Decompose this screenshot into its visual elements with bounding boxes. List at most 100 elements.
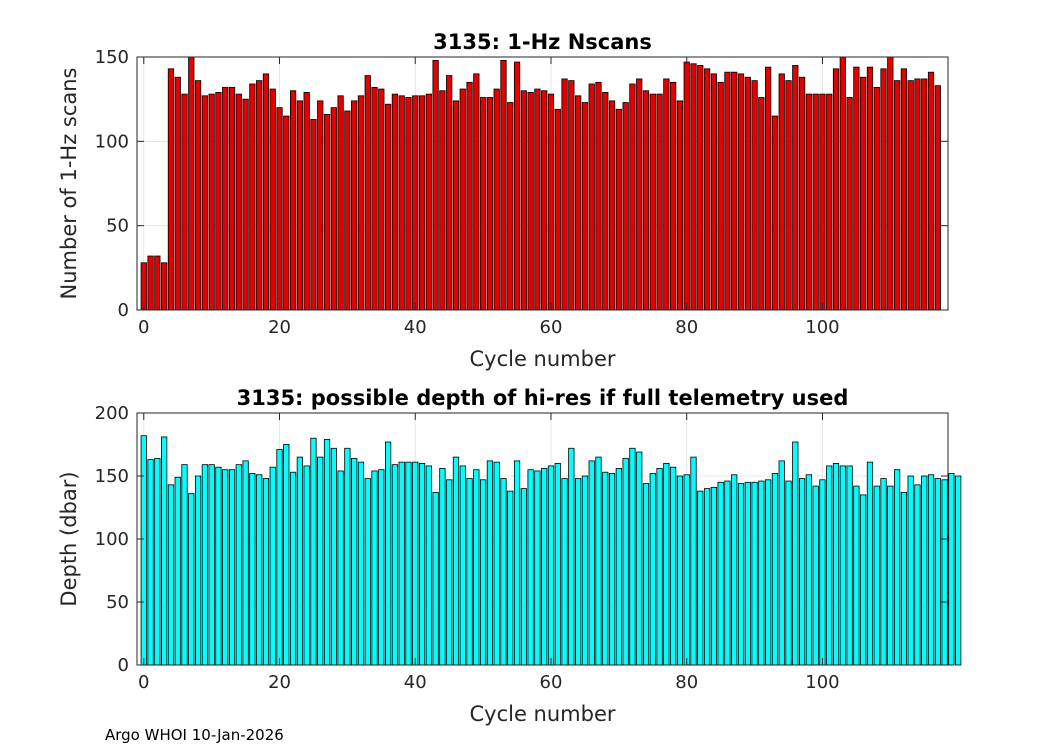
- bar: [140, 262, 147, 311]
- bar: [826, 465, 833, 666]
- bar: [758, 97, 765, 311]
- bar: [832, 68, 840, 311]
- y-axis-label: Depth (dbar): [57, 471, 81, 606]
- bar: [147, 459, 154, 666]
- bar: [289, 90, 297, 311]
- bar: [839, 465, 846, 666]
- bar: [622, 457, 629, 666]
- bar: [595, 456, 602, 666]
- bar: [900, 68, 908, 311]
- bar: [656, 93, 663, 311]
- bar: [337, 470, 344, 666]
- bar: [228, 86, 236, 311]
- bar: [656, 468, 663, 666]
- x-tick-label: 80: [675, 317, 698, 338]
- bar: [418, 95, 426, 311]
- bar: [703, 488, 711, 666]
- bar: [466, 478, 473, 666]
- bar: [921, 78, 928, 311]
- bar: [724, 480, 731, 666]
- bar: [188, 493, 195, 666]
- bar: [636, 78, 643, 311]
- bar: [337, 95, 344, 311]
- bar: [486, 97, 494, 311]
- bar: [520, 488, 527, 666]
- bar: [765, 479, 772, 666]
- bar: [351, 457, 358, 666]
- bar: [914, 78, 921, 311]
- y-tick-label: 0: [118, 300, 129, 321]
- bar: [615, 468, 622, 666]
- bar: [608, 473, 616, 666]
- bar: [697, 490, 704, 666]
- bar: [676, 475, 684, 666]
- bar: [249, 473, 256, 666]
- bar: [425, 465, 432, 666]
- bar: [561, 478, 568, 666]
- y-tick-label: 150: [95, 47, 129, 68]
- bar: [310, 119, 317, 311]
- bar: [181, 93, 188, 311]
- x-tick-label: 60: [540, 672, 563, 693]
- bar: [303, 465, 310, 666]
- bar: [276, 449, 283, 666]
- bar: [636, 451, 643, 666]
- bar: [269, 466, 276, 666]
- bar: [452, 456, 460, 666]
- x-tick-label: 80: [675, 672, 698, 693]
- bar: [622, 102, 629, 311]
- bar: [710, 486, 717, 666]
- bar: [602, 471, 609, 666]
- bar: [242, 98, 249, 311]
- x-tick-label: 40: [404, 317, 427, 338]
- bar: [188, 56, 195, 311]
- bar: [534, 88, 541, 311]
- bar: [866, 66, 874, 311]
- x-tick-label: 60: [540, 317, 563, 338]
- bar: [805, 474, 812, 666]
- bar: [717, 481, 724, 666]
- bar: [629, 83, 636, 311]
- bar: [364, 478, 371, 666]
- bar: [663, 78, 670, 311]
- bar: [554, 462, 561, 666]
- bar: [384, 441, 392, 666]
- bar: [432, 491, 439, 666]
- bar: [608, 100, 616, 311]
- bar: [384, 103, 392, 311]
- bar: [520, 90, 527, 311]
- x-tick-label: 20: [268, 672, 291, 693]
- bar: [710, 73, 717, 311]
- bar: [174, 76, 181, 311]
- bar: [466, 81, 473, 311]
- bar: [893, 469, 901, 666]
- bar: [215, 466, 222, 666]
- x-tick-label: 100: [805, 672, 839, 693]
- bar: [364, 75, 371, 311]
- x-tick-label: 0: [138, 672, 149, 693]
- bar: [771, 115, 779, 311]
- bar: [174, 476, 181, 666]
- bar: [798, 478, 806, 666]
- bar: [744, 481, 751, 666]
- bar: [642, 90, 650, 311]
- footer-label: Argo WHOI 10-Jan-2026: [105, 726, 284, 744]
- bar: [500, 478, 507, 666]
- chart-title: 3135: possible depth of hi-res if full t…: [237, 386, 849, 410]
- bar: [222, 469, 229, 666]
- bar: [296, 100, 303, 311]
- bar: [792, 65, 799, 311]
- bar: [391, 93, 399, 311]
- bar: [934, 85, 941, 311]
- bar: [167, 68, 175, 311]
- bar: [737, 73, 745, 311]
- bar: [676, 100, 684, 311]
- x-tick-label: 100: [805, 317, 839, 338]
- bar: [527, 92, 534, 311]
- bar: [792, 441, 799, 666]
- bar: [826, 93, 833, 311]
- bar: [473, 469, 480, 666]
- x-tick-label: 0: [138, 317, 149, 338]
- bar: [405, 97, 412, 311]
